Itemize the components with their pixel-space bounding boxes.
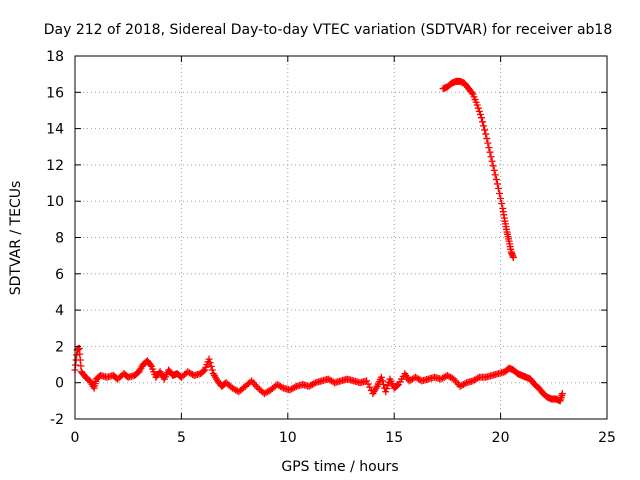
data-point-low-band (147, 361, 155, 369)
axis-ticks (74, 55, 608, 420)
data-point-low-band (76, 356, 84, 364)
data-point-low-band (76, 350, 84, 358)
data-point-high-arc (476, 111, 484, 119)
data-point-high-arc (468, 89, 476, 97)
data-point-low-band (363, 377, 371, 385)
data-point-high-arc (482, 130, 490, 138)
data-point-low-band (383, 385, 391, 393)
x-tick-labels: 0 5 10 15 20 25 (71, 430, 616, 446)
y-tick-label: -2 (50, 412, 64, 428)
y-tick-labels: -2 0 2 4 6 8 10 12 14 16 18 (46, 49, 64, 428)
data-point-high-arc (474, 104, 482, 112)
data-point-high-arc (486, 148, 494, 156)
data-point-low-band (75, 344, 83, 352)
data-point-low-band (380, 381, 388, 389)
data-points (71, 77, 566, 405)
data-point-low-band (291, 383, 299, 391)
data-point-low-band (378, 377, 386, 385)
data-point-low-band (393, 381, 401, 389)
data-point-high-arc (489, 162, 497, 170)
data-point-low-band (205, 355, 213, 363)
data-point-high-arc (496, 189, 504, 197)
y-tick-label: 10 (46, 194, 64, 210)
data-point-low-band (207, 362, 215, 370)
data-point-high-arc (494, 184, 502, 192)
data-point-high-arc (493, 180, 501, 188)
data-point-high-arc (484, 139, 492, 147)
data-point-high-arc (475, 107, 483, 115)
data-point-high-arc (490, 166, 498, 174)
y-tick-label: 2 (55, 339, 64, 355)
x-tick-label: 10 (279, 430, 297, 446)
x-tick-label: 0 (71, 430, 80, 446)
x-tick-label: 5 (177, 430, 186, 446)
y-tick-label: 0 (55, 376, 64, 392)
data-point-high-arc (491, 171, 499, 179)
data-point-low-band (364, 380, 372, 388)
chart-title: Day 212 of 2018, Sidereal Day-to-day VTE… (44, 22, 613, 38)
y-axis-label: SDTVAR / TECUs (8, 181, 24, 296)
y-tick-label: 18 (46, 49, 64, 65)
x-tick-label: 20 (492, 430, 510, 446)
grid-lines (75, 56, 607, 419)
data-point-low-band (77, 362, 85, 370)
data-point-high-arc (480, 122, 488, 130)
data-point-high-arc (473, 101, 481, 109)
data-point-high-arc (509, 253, 517, 261)
data-point-low-band (278, 383, 286, 391)
data-point-high-arc (498, 199, 506, 207)
data-point-low-band (200, 367, 208, 375)
data-point-low-band (377, 373, 385, 381)
data-point-low-band (206, 359, 214, 367)
y-tick-label: 14 (46, 122, 64, 138)
data-point-low-band (366, 383, 374, 391)
y-tick-label: 12 (46, 158, 64, 174)
data-point-high-arc (488, 157, 496, 165)
data-point-low-band (382, 388, 390, 396)
data-point-low-band (461, 380, 469, 388)
data-point-low-band (310, 380, 318, 388)
x-axis-label: GPS time / hours (281, 459, 398, 475)
data-point-low-band (474, 374, 482, 382)
y-tick-label: 6 (55, 267, 64, 283)
data-point-high-arc (481, 126, 489, 134)
data-point-high-arc (497, 194, 505, 202)
data-point-high-arc (477, 114, 485, 122)
data-point-low-band (558, 390, 566, 398)
data-point-high-arc (485, 144, 493, 152)
data-point-low-band (208, 366, 216, 374)
y-tick-label: 8 (55, 231, 64, 247)
data-point-high-arc (483, 135, 491, 143)
y-tick-label: 16 (46, 85, 64, 101)
y-tick-label: 4 (55, 303, 64, 319)
x-tick-label: 25 (598, 430, 616, 446)
data-point-high-arc (487, 153, 495, 161)
data-point-high-arc (492, 175, 500, 183)
data-point-high-arc (479, 118, 487, 126)
x-tick-label: 15 (385, 430, 403, 446)
